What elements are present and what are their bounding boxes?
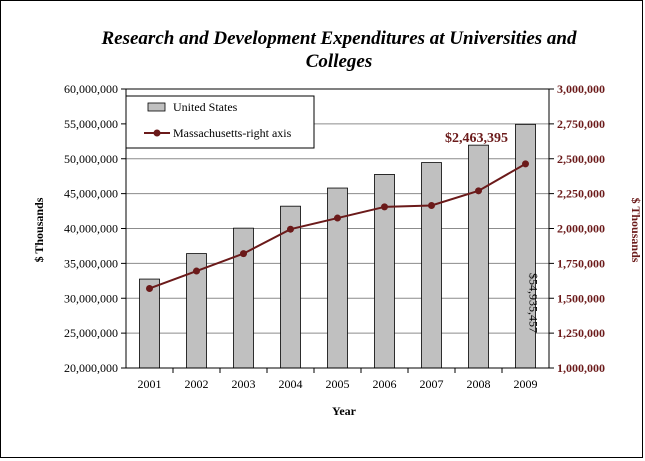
- line-point-2007: [428, 201, 435, 209]
- y-tick-label: 60,000,000: [64, 82, 118, 96]
- y-tick-label: 40,000,000: [64, 222, 118, 236]
- line-point-2003: [240, 250, 247, 258]
- y-tick-label: 25,000,000: [64, 326, 118, 340]
- chart-title-line-2: Colleges: [306, 51, 373, 72]
- y-axis-label: $ Thousands: [32, 197, 46, 262]
- line-point-2008: [475, 187, 482, 195]
- y2-tick-label: 2,000,000: [557, 222, 605, 236]
- legend-bar-swatch: [147, 102, 166, 112]
- line-series: [146, 160, 529, 292]
- x-tick-label-2007: 2007: [420, 377, 444, 391]
- y2-tick-label: 3,000,000: [557, 82, 605, 96]
- y2-tick-label: 1,750,000: [557, 256, 605, 270]
- y2-tick-label: 1,000,000: [557, 361, 605, 375]
- legend-line-marker: [153, 129, 161, 137]
- axes: [121, 88, 554, 373]
- y2-axis-label: $ Thousands: [629, 198, 643, 263]
- y-tick-label: 55,000,000: [64, 117, 118, 131]
- x-tick-label-2001: 2001: [138, 377, 162, 391]
- x-tick-label-2006: 2006: [373, 377, 397, 391]
- y-tick-label: 30,000,000: [64, 291, 118, 305]
- x-axis-label: Year: [332, 404, 357, 418]
- y2-tick-label: 2,250,000: [557, 187, 605, 201]
- line-point-2004: [287, 225, 294, 233]
- chart-title-line-1: Research and Development Expenditures at…: [101, 28, 578, 49]
- y-tick-label: 45,000,000: [64, 187, 118, 201]
- line-point-2002: [193, 267, 200, 275]
- line-point-2006: [381, 203, 388, 211]
- y-tick-label: 20,000,000: [64, 361, 118, 375]
- bar-data-label: $54,935,457: [527, 273, 541, 333]
- y2-tick-label: 1,250,000: [557, 326, 605, 340]
- x-tick-label-2008: 2008: [467, 377, 491, 391]
- bar-series: [139, 123, 536, 369]
- y2-tick-label: 1,500,000: [557, 291, 605, 305]
- tick-labels: 20,000,000 1,000,000 25,000,000 1,250,000 30…: [64, 82, 605, 391]
- plot-area-border: [125, 88, 550, 369]
- x-tick-label-2005: 2005: [326, 377, 350, 391]
- x-tick-label-2004: 2004: [279, 377, 303, 391]
- legend: United States Massachusetts-right axis: [125, 95, 315, 149]
- y2-tick-label: 2,500,000: [557, 152, 605, 166]
- x-tick-label-2009: 2009: [514, 377, 538, 391]
- x-tick-label-2003: 2003: [232, 377, 256, 391]
- line-data-label: $2,463,395: [445, 131, 508, 146]
- bar-2007: [421, 162, 442, 369]
- legend-label-us: United States: [173, 100, 238, 114]
- bar-2008: [468, 144, 489, 369]
- y-tick-label: 50,000,000: [64, 152, 118, 166]
- line-point-2001: [146, 284, 153, 292]
- y2-tick-label: 2,750,000: [557, 117, 605, 131]
- x-tick-label-2002: 2002: [185, 377, 209, 391]
- line-point-2005: [334, 214, 341, 222]
- legend-label-ma: Massachusetts-right axis: [173, 126, 292, 140]
- line-point-2009: [522, 160, 529, 168]
- y-tick-label: 35,000,000: [64, 256, 118, 270]
- bar-2001: [139, 278, 160, 369]
